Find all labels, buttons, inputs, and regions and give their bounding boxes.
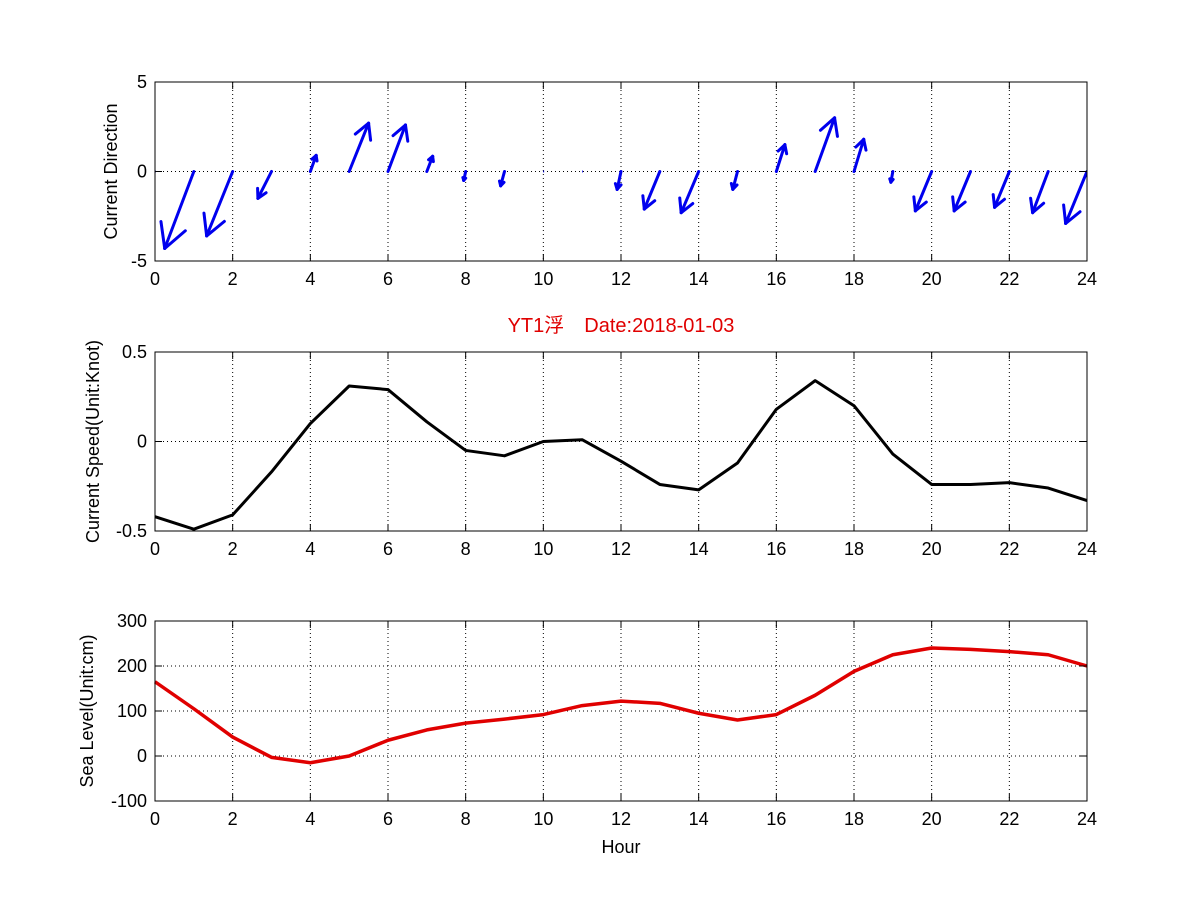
speed-xticks: 0 2 4 6 8 10 12 14 16 18 20 22 24 xyxy=(150,352,1097,559)
x-tick-label: 10 xyxy=(533,809,553,829)
x-tick-label: 24 xyxy=(1077,539,1097,559)
x-tick-label: 20 xyxy=(922,269,942,289)
y-tick-label: -5 xyxy=(131,251,147,271)
x-tick-label: 2 xyxy=(228,539,238,559)
x-tick-label: 16 xyxy=(766,269,786,289)
direction-arrow xyxy=(1062,170,1087,225)
x-tick-label: 22 xyxy=(999,539,1019,559)
y-tick-label: 100 xyxy=(117,701,147,721)
sealevel-ylabel: Sea Level(Unit:cm) xyxy=(77,634,97,787)
x-tick-label: 24 xyxy=(1077,809,1097,829)
x-tick-label: 8 xyxy=(461,539,471,559)
x-tick-label: 0 xyxy=(150,269,160,289)
direction-panel: 0 2 4 6 8 10 12 14 16 18 20 22 24 -505 Current Direc… xyxy=(101,72,1097,289)
y-tick-label: 0 xyxy=(137,162,147,182)
x-tick-label: 16 xyxy=(766,809,786,829)
x-tick-label: 10 xyxy=(533,539,553,559)
x-tick-label: 22 xyxy=(999,809,1019,829)
chart-title: YT1浮 Date:2018-01-03 xyxy=(508,314,735,337)
direction-arrow xyxy=(497,170,506,188)
y-tick-label: -0.5 xyxy=(116,521,147,541)
x-tick-label: 8 xyxy=(461,809,471,829)
x-tick-label: 4 xyxy=(305,269,315,289)
direction-arrow xyxy=(386,123,410,173)
x-tick-label: 20 xyxy=(922,809,942,829)
x-tick-label: 6 xyxy=(383,269,393,289)
direction-arrow xyxy=(425,154,435,173)
direction-arrow xyxy=(852,137,868,173)
direction-arrow xyxy=(256,170,273,200)
direction-arrow xyxy=(1029,170,1050,215)
x-tick-label: 12 xyxy=(611,269,631,289)
direction-arrow xyxy=(951,170,972,213)
x-tick-label: 22 xyxy=(999,269,1019,289)
y-tick-label: -100 xyxy=(111,791,147,811)
speed-yticks: -0.5 0 0.5 xyxy=(116,342,1087,541)
y-tick-label: 0 xyxy=(137,746,147,766)
x-tick-label: 12 xyxy=(611,809,631,829)
x-tick-label: 12 xyxy=(611,539,631,559)
sealevel-yticks: -100 0 100 200 300 xyxy=(111,611,1087,811)
y-tick-label: 200 xyxy=(117,656,147,676)
x-tick-label: 16 xyxy=(766,539,786,559)
sealevel-series-line xyxy=(154,646,1088,765)
direction-arrow xyxy=(347,121,373,173)
x-tick-label: 10 xyxy=(533,269,553,289)
direction-arrows xyxy=(155,116,1087,250)
x-tick-label: 4 xyxy=(305,539,315,559)
direction-xticks: 0 2 4 6 8 10 12 14 16 18 20 22 24 xyxy=(150,82,1097,289)
speed-grid xyxy=(155,352,1087,531)
direction-arrow xyxy=(678,170,701,215)
x-tick-label: 6 xyxy=(383,809,393,829)
x-tick-label: 6 xyxy=(383,539,393,559)
speed-ylabel: Current Speed(Unit:Knot) xyxy=(83,340,103,543)
x-tick-label: 14 xyxy=(689,809,709,829)
direction-arrow xyxy=(888,170,895,184)
direction-arrow xyxy=(202,170,235,238)
x-tick-label: 24 xyxy=(1077,269,1097,289)
sealevel-grid xyxy=(155,621,1087,801)
x-tick-label: 0 xyxy=(150,809,160,829)
y-tick-label: 5 xyxy=(137,72,147,92)
y-tick-label: 0 xyxy=(137,432,147,452)
sealevel-xticks: 0 2 4 6 8 10 12 14 16 18 20 22 24 xyxy=(150,621,1097,829)
x-tick-label: 4 xyxy=(305,809,315,829)
x-tick-label: 18 xyxy=(844,809,864,829)
direction-arrow xyxy=(641,170,662,211)
x-tick-label: 20 xyxy=(922,539,942,559)
direction-arrow xyxy=(813,116,839,173)
direction-arrow xyxy=(912,170,934,213)
x-tick-label: 2 xyxy=(228,269,238,289)
direction-arrow xyxy=(991,170,1011,209)
speed-panel: YT1浮 Date:2018-01-03 0 2 4 6 8 10 12 14 16 18 20 22… xyxy=(83,314,1097,559)
y-tick-label: 0.5 xyxy=(122,342,147,362)
direction-yticks: -5 0 5 xyxy=(131,72,1087,271)
y-tick-label: 300 xyxy=(117,611,147,631)
x-tick-label: 2 xyxy=(228,809,238,829)
direction-arrow xyxy=(729,170,739,191)
speed-series-line xyxy=(154,379,1088,531)
x-tick-label: 18 xyxy=(844,269,864,289)
direction-arrow xyxy=(461,170,468,182)
direction-arrow xyxy=(159,170,196,250)
x-tick-label: 0 xyxy=(150,539,160,559)
x-tick-label: 14 xyxy=(689,269,709,289)
direction-arrow xyxy=(613,170,623,191)
direction-ylabel: Current Direction xyxy=(101,103,121,239)
direction-arrow xyxy=(774,143,789,173)
x-tick-label: 14 xyxy=(689,539,709,559)
x-tick-label: 18 xyxy=(844,539,864,559)
direction-arrow xyxy=(308,153,319,173)
x-tick-label: 8 xyxy=(461,269,471,289)
sealevel-xlabel: Hour xyxy=(601,837,640,857)
